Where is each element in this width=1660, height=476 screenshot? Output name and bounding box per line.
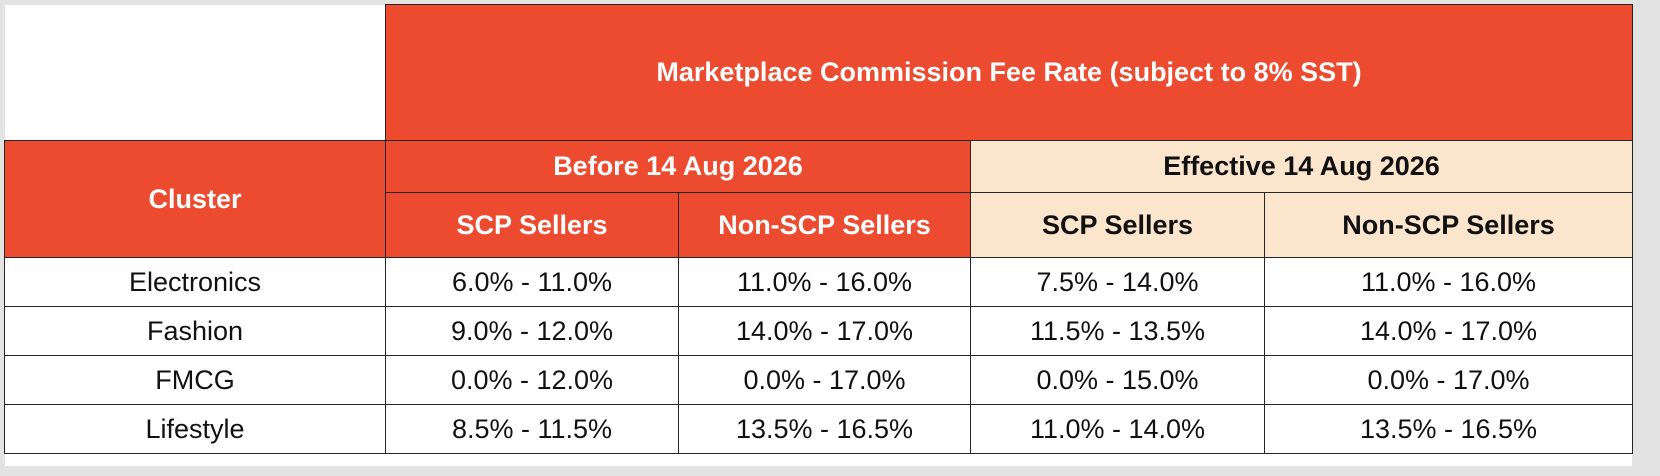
frame-edge-left	[0, 0, 5, 476]
rate-cell: 14.0% - 17.0%	[1263, 306, 1634, 356]
rate-cell: 6.0% - 11.0%	[385, 257, 679, 307]
seller-header-row: SCP Sellers Non-SCP Sellers SCP Sellers …	[5, 192, 1634, 258]
cluster-header: Cluster	[4, 140, 386, 258]
cluster-cell: Electronics	[4, 257, 386, 307]
rate-cell: 0.0% - 17.0%	[1263, 355, 1634, 405]
period-row: Cluster Before 14 Aug 2026 Effective 14 …	[4, 140, 1634, 258]
rate-cell: 7.5% - 14.0%	[970, 257, 1265, 307]
seller-header-effective-non-scp: Non-SCP Sellers	[1263, 192, 1634, 258]
rate-cell: 11.5% - 13.5%	[970, 306, 1265, 356]
frame-edge-right	[1632, 0, 1660, 476]
rate-cell: 13.5% - 16.5%	[678, 404, 971, 454]
rate-cell: 13.5% - 16.5%	[1263, 404, 1634, 454]
cluster-cell: FMCG	[4, 355, 386, 405]
rate-cell: 11.0% - 16.0%	[678, 257, 971, 307]
table-row-fmcg: FMCG 0.0% - 12.0% 0.0% - 17.0% 0.0% - 15…	[4, 355, 1634, 405]
rate-cell: 0.0% - 15.0%	[970, 355, 1265, 405]
rate-cell: 11.0% - 14.0%	[970, 404, 1265, 454]
rate-cell: 9.0% - 12.0%	[385, 306, 679, 356]
table-row-lifestyle: Lifestyle 8.5% - 11.5% 13.5% - 16.5% 11.…	[4, 404, 1634, 454]
title-row: Marketplace Commission Fee Rate (subject…	[4, 4, 1634, 141]
frame-edge-top	[0, 0, 1660, 5]
seller-header-before-non-scp: Non-SCP Sellers	[678, 192, 971, 258]
table-row-electronics: Electronics 6.0% - 11.0% 11.0% - 16.0% 7…	[4, 257, 1634, 307]
rate-cell: 14.0% - 17.0%	[678, 306, 971, 356]
frame-edge-bottom	[0, 466, 1660, 476]
table-title: Marketplace Commission Fee Rate (subject…	[384, 4, 1634, 141]
seller-header-effective-scp: SCP Sellers	[970, 192, 1265, 258]
rate-cell: 0.0% - 12.0%	[385, 355, 679, 405]
blank-corner-cell	[4, 4, 386, 141]
rate-cell: 11.0% - 16.0%	[1263, 257, 1634, 307]
rate-cell: 8.5% - 11.5%	[385, 404, 679, 454]
rate-cell: 0.0% - 17.0%	[678, 355, 971, 405]
seller-header-before-scp: SCP Sellers	[385, 192, 679, 258]
table-row-fashion: Fashion 9.0% - 12.0% 14.0% - 17.0% 11.5%…	[4, 306, 1634, 356]
period-header-before: Before 14 Aug 2026	[385, 140, 971, 193]
period-header-effective: Effective 14 Aug 2026	[969, 140, 1634, 193]
cluster-cell: Fashion	[4, 306, 386, 356]
cluster-cell: Lifestyle	[4, 404, 386, 454]
commission-fee-table: Marketplace Commission Fee Rate (subject…	[4, 4, 1634, 454]
